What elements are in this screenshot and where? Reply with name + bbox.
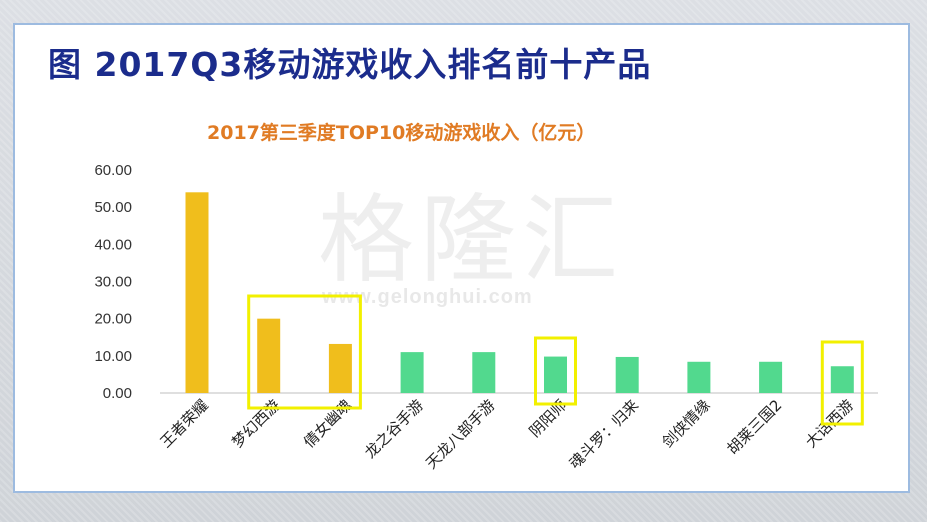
bar-8	[687, 361, 711, 393]
x-category-label: 天龙八部手游	[422, 396, 498, 472]
watermark-logo: 格隆汇	[318, 184, 624, 296]
x-category-label: 龙之谷手游	[361, 396, 427, 462]
y-tick-label: 0.00	[103, 385, 132, 402]
bar-9	[759, 361, 783, 393]
bar-3	[328, 343, 352, 393]
x-category-label: 梦幻西游	[228, 396, 283, 451]
bar-4	[400, 352, 424, 393]
x-category-label: 王者荣耀	[157, 396, 212, 451]
y-tick-label: 10.00	[94, 348, 132, 365]
bar-6	[544, 356, 567, 393]
y-tick-label: 50.00	[94, 199, 132, 216]
x-category-label: 胡莱三国2	[724, 396, 786, 458]
bar-7	[615, 356, 639, 393]
watermark-url: www.gelonghui.com	[322, 286, 533, 308]
figure-title: 图 2017Q3移动游戏收入排名前十产品	[48, 45, 652, 84]
x-category-label: 倩女幽魂	[300, 396, 355, 451]
chart-title: 2017第三季度TOP10移动游戏收入（亿元）	[207, 122, 596, 144]
y-tick-label: 20.00	[94, 311, 132, 328]
x-category-label: 魂斗罗：归来	[566, 396, 642, 472]
highlight-box-1	[247, 294, 362, 410]
bar-1	[185, 192, 209, 393]
y-tick-label: 30.00	[94, 274, 132, 291]
bar-10	[830, 366, 854, 393]
chart-card	[13, 23, 910, 493]
x-category-label: 剑侠情缘	[659, 396, 714, 451]
y-tick-label: 40.00	[94, 236, 132, 253]
bar-5	[472, 352, 496, 393]
highlight-box-3	[820, 340, 864, 426]
y-tick-label: 60.00	[94, 162, 132, 179]
bar-2	[257, 318, 281, 393]
highlight-box-2	[534, 336, 577, 406]
